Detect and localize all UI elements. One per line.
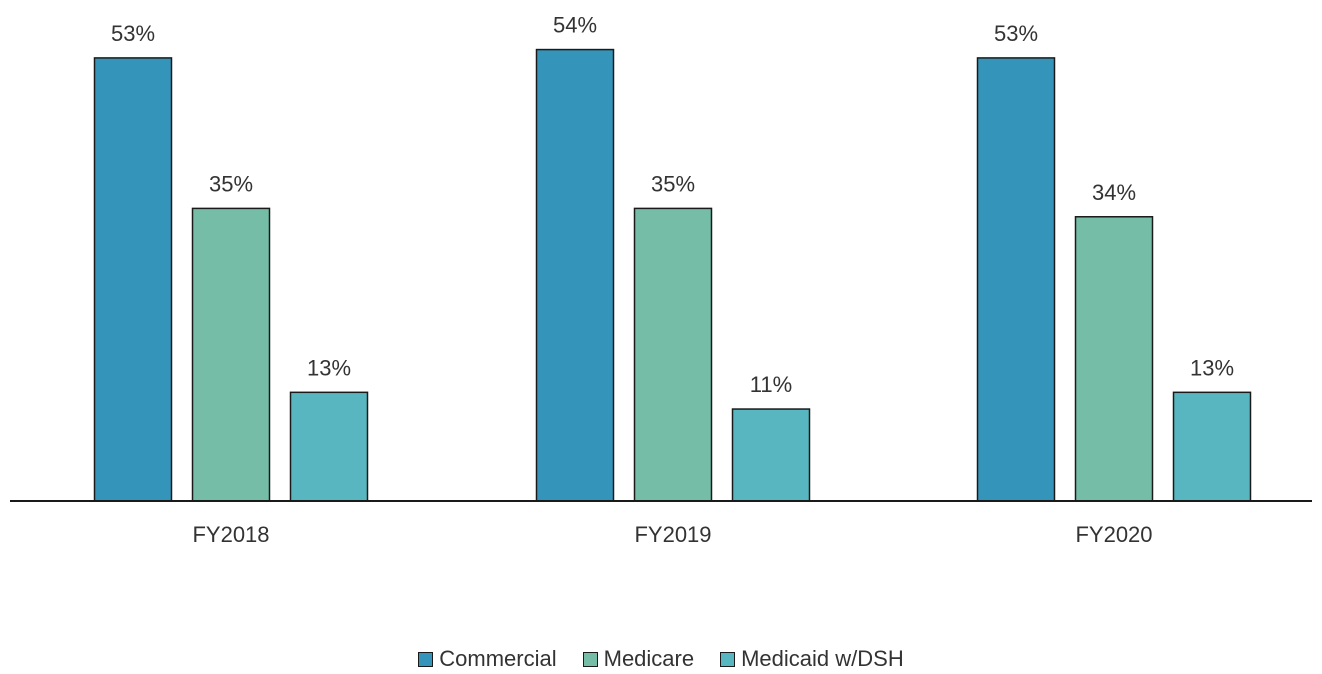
- value-labels-group: 53% 35% 13% 54% 35% 11% 53% 34% 13%: [111, 13, 1234, 397]
- legend-swatch-commercial: [418, 651, 434, 667]
- value-label-medicare-fy2020: 34%: [1092, 180, 1136, 205]
- value-label-commercial-fy2018: 53%: [111, 21, 155, 46]
- legend-item-medicaid: Medicaid w/DSH: [720, 646, 904, 672]
- legend-item-medicare: Medicare: [582, 646, 695, 672]
- bar-commercial-fy2019: [535, 48, 615, 502]
- bar-commercial-fy2018: [93, 57, 173, 502]
- legend-label-commercial: Commercial: [439, 646, 557, 671]
- value-label-medicaid-w-dsh-fy2020: 13%: [1190, 355, 1234, 380]
- value-label-medicaid-w-dsh-fy2018: 13%: [307, 355, 351, 380]
- category-label-fy2019: FY2019: [634, 522, 711, 547]
- bar-commercial-fy2020: [976, 57, 1056, 502]
- legend-label-medicare: Medicare: [603, 646, 695, 671]
- bar-medicare-fy2018: [191, 207, 271, 502]
- bar-medicare-fy2020: [1074, 216, 1154, 502]
- bars-group: [93, 48, 1252, 502]
- bar-medicaid-w-dsh-fy2019: [731, 408, 811, 502]
- bar-medicare-fy2019: [633, 207, 713, 502]
- value-label-commercial-fy2019: 54%: [553, 13, 597, 38]
- bar-medicaid-w-dsh-fy2018: [289, 391, 369, 502]
- value-label-commercial-fy2020: 53%: [994, 21, 1038, 46]
- value-label-medicare-fy2018: 35%: [209, 171, 253, 196]
- legend: Commercial Medicare Medicaid w/DSH: [0, 646, 1322, 672]
- value-label-medicaid-w-dsh-fy2019: 11%: [750, 372, 792, 397]
- category-labels-group: FY2018 FY2019 FY2020: [192, 522, 1152, 547]
- category-label-fy2018: FY2018: [192, 522, 269, 547]
- category-label-fy2020: FY2020: [1075, 522, 1152, 547]
- legend-label-medicaid: Medicaid w/DSH: [741, 646, 904, 671]
- legend-swatch-medicare: [582, 651, 598, 667]
- legend-item-commercial: Commercial: [418, 646, 557, 672]
- legend-swatch-medicaid: [720, 651, 736, 667]
- bar-medicaid-w-dsh-fy2020: [1172, 391, 1252, 502]
- value-label-medicare-fy2019: 35%: [651, 171, 695, 196]
- bar-chart: 53% 35% 13% 54% 35% 11% 53% 34% 13% FY2018 FY2019…: [10, 13, 1312, 547]
